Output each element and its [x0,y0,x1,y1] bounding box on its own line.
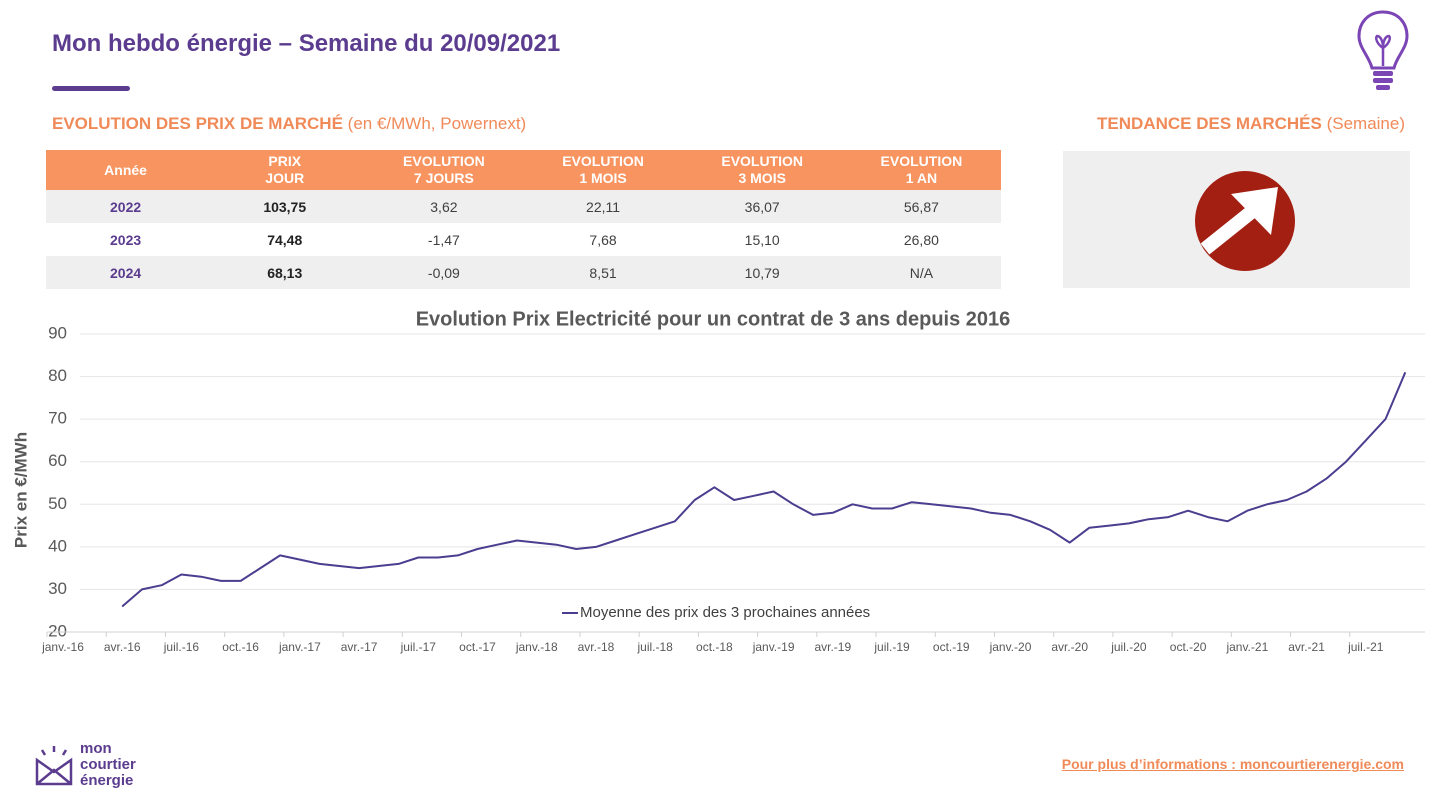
trend-title: TENDANCE DES MARCHÉS [1097,114,1322,133]
table-cell: 7,68 [589,231,617,248]
x-tick-label: janv.-17 [278,640,321,654]
table-cell: 74,48 [267,231,303,248]
page-title: Mon hebdo énergie – Semaine du 20/09/202… [52,30,561,57]
info-link[interactable]: Pour plus d’informations : moncourtieren… [1061,756,1404,772]
x-tick-label: janv.-18 [515,640,558,654]
table-cell: 26,80 [903,231,939,248]
y-tick-label: 40 [48,536,67,555]
chart: Evolution Prix Electricité pour un contr… [11,308,1425,654]
column-header: Année [46,150,206,190]
y-tick-label: 60 [48,451,67,470]
column-header: EVOLUTION 3 MOIS [682,150,842,190]
x-tick-label: avr.-18 [578,640,615,654]
y-axis-label: Prix en €/MWh [11,432,30,548]
trend-heading: TENDANCE DES MARCHÉS (Semaine) [1097,114,1405,134]
title-underline [52,86,130,91]
column-header: PRIX JOUR [205,150,365,190]
table-heading: EVOLUTION DES PRIX DE MARCHÉ (en €/MWh, … [52,114,526,134]
x-tick-label: juil.-16 [163,640,200,654]
x-tick-label: juil.-18 [636,640,673,654]
table-cell: 2024 [46,256,206,289]
bulb-icon [1357,10,1409,90]
table-cell: 103,75 [205,190,365,223]
table-cell: -0,09 [364,256,524,289]
logo-word: courtier [80,756,136,773]
table-cell: 8,51 [523,256,683,289]
x-tick-label: avr.-16 [104,640,141,654]
y-tick-label: 50 [48,494,67,513]
logo-word: mon [80,740,112,757]
y-tick-label: 30 [48,579,67,598]
chart-title: Evolution Prix Electricité pour un contr… [416,308,1011,330]
x-tick-label: avr.-19 [814,640,851,654]
logo-icon [35,746,73,786]
series-line [121,371,1407,608]
x-tick-label: oct.-20 [1170,640,1207,654]
x-tick-label: avr.-17 [341,640,378,654]
table-cell: N/A [841,256,1001,289]
x-tick-label: janv.-21 [1225,640,1268,654]
table-row: 2022 103,75 3,62 22,11 36,07 56,87 [46,190,1001,223]
y-tick-label: 80 [48,366,67,385]
x-tick-label: oct.-19 [933,640,970,654]
column-header: EVOLUTION 1 AN [841,150,1001,190]
legend-label: Moyenne des prix des 3 prochaines années [580,604,870,621]
table-cell: 15,10 [744,231,780,248]
y-tick-label: 20 [48,621,67,640]
trend-icon [1195,171,1295,271]
logo-word: énergie [80,772,134,789]
x-tick-label: oct.-18 [696,640,733,654]
table-cell: 10,79 [682,256,842,289]
column-header: EVOLUTION 7 JOURS [364,150,524,190]
y-tick-label: 70 [48,409,67,428]
y-tick-label: 90 [48,323,67,342]
x-tick-label: juil.-21 [1347,640,1384,654]
table-row: 2023 74,48 -1,47 7,68 15,10 26,80 [46,223,1001,256]
column-header: EVOLUTION 1 MOIS [523,150,683,190]
table-row: 2024 68,13 -0,09 8,51 10,79 N/A [46,256,1001,289]
x-tick-label: juil.-17 [400,640,437,654]
x-tick-label: juil.-19 [873,640,910,654]
x-tick-label: janv.-19 [752,640,795,654]
x-tick-label: janv.-16 [41,640,84,654]
table-cell: 2023 [110,231,142,248]
trend-subtitle: (Semaine) [1326,114,1405,133]
logo-text: mon courtier énergie [80,741,136,789]
table-cell: 68,13 [205,256,365,289]
table-cell: -1,47 [427,231,460,248]
x-tick-label: juil.-20 [1110,640,1147,654]
x-tick-label: avr.-21 [1288,640,1325,654]
table-cell: 3,62 [364,190,524,223]
table-cell: 22,11 [523,190,683,223]
header-row: Année PRIX JOUR EVOLUTION 7 JOURS EVOLUTION… [46,150,1001,190]
x-tick-label: oct.-17 [459,640,496,654]
table-cell: 2022 [46,190,206,223]
table-title: EVOLUTION DES PRIX DE MARCHÉ [52,114,343,133]
table-subtitle: (en €/MWh, Powernext) [347,114,527,133]
price-table: Année PRIX JOUR EVOLUTION 7 JOURS EVOLUTION… [46,150,1001,289]
x-tick-label: avr.-20 [1051,640,1088,654]
trend-panel [1063,151,1410,288]
x-tick-label: oct.-16 [222,640,259,654]
x-tick-label: janv.-20 [989,640,1032,654]
table-cell: 36,07 [682,190,842,223]
table-cell: 56,87 [841,190,1001,223]
